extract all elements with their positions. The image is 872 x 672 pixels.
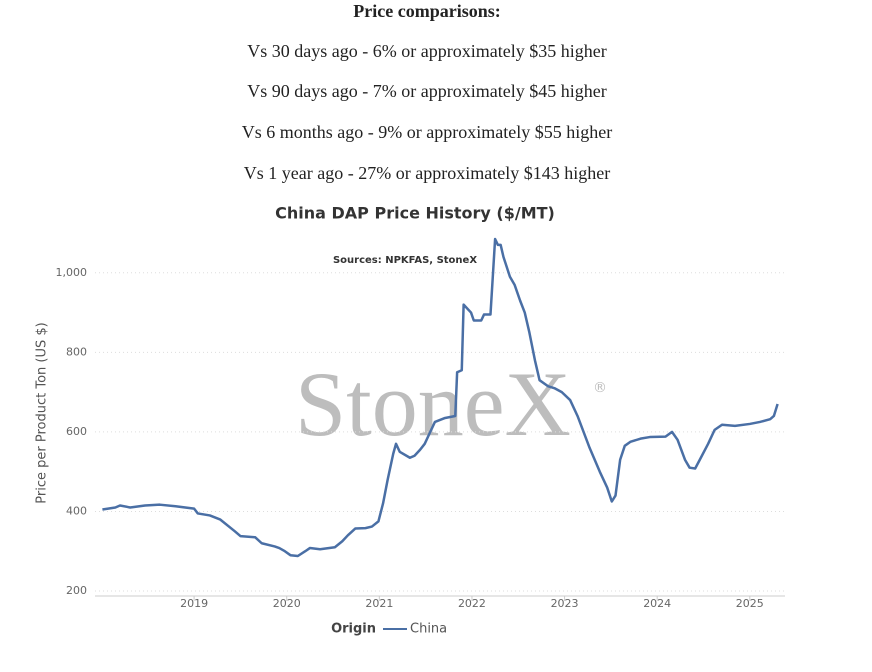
y-tick-label: 800 <box>66 345 87 358</box>
comparison-line: Vs 90 days ago - 7% or approximately $45… <box>247 81 607 101</box>
comparison-line: Vs 1 year ago - 27% or approximately $14… <box>243 163 611 183</box>
y-tick-label: 1,000 <box>56 266 88 279</box>
y-tick-label: 600 <box>66 425 87 438</box>
comparison-line: Vs 30 days ago - 6% or approximately $35… <box>247 41 607 61</box>
watermark: StoneX <box>295 353 571 455</box>
x-tick-label: 2020 <box>273 597 301 610</box>
data-line <box>102 237 779 558</box>
y-tick-label: 200 <box>66 584 87 597</box>
x-tick-label: 2024 <box>643 597 671 610</box>
y-tick-label: 400 <box>66 504 87 517</box>
comparison-title: Price comparisons: <box>353 1 501 21</box>
comparison-line: Vs 6 months ago - 9% or approximately $5… <box>241 122 613 142</box>
watermark-mark: ® <box>593 380 607 396</box>
chart-subtitle: Sources: NPKFAS, StoneX <box>333 255 477 266</box>
legend-label: China <box>410 622 447 637</box>
x-tick-label: 2022 <box>458 597 486 610</box>
chart-title: China DAP Price History ($/MT) <box>275 204 555 223</box>
x-tick-label: 2025 <box>736 597 764 610</box>
x-tick-label: 2021 <box>365 597 393 610</box>
x-tick-label: 2023 <box>551 597 579 610</box>
legend-title: Origin <box>331 622 376 637</box>
y-axis-label: Price per Product Ton (US $) <box>35 322 50 503</box>
x-tick-label: 2019 <box>180 597 208 610</box>
